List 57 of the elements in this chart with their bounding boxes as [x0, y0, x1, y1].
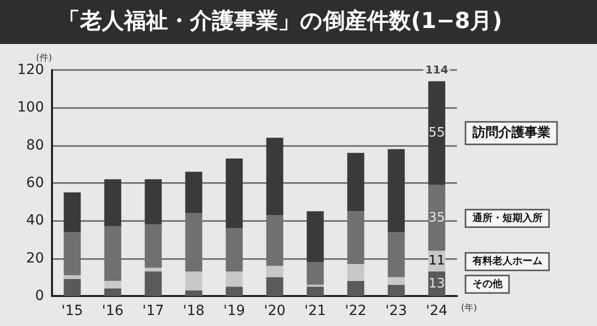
- data-label: 35: [428, 210, 446, 226]
- y-tick-label: 20: [26, 250, 44, 266]
- bar: [347, 264, 364, 281]
- bar: [428, 81, 446, 185]
- x-tick-label: '24: [426, 303, 448, 319]
- bar: [104, 179, 122, 226]
- bar: [266, 277, 284, 296]
- x-tick-label: '23: [385, 303, 408, 319]
- total-label: 114: [425, 63, 449, 76]
- y-tick-label: 40: [26, 212, 44, 229]
- bar: [306, 262, 324, 285]
- y-tick-label: 60: [26, 175, 44, 191]
- bar: [64, 275, 81, 280]
- bar: [306, 286, 324, 296]
- bar: [388, 277, 405, 285]
- y-tick-label: 0: [35, 288, 44, 304]
- chart-title: 「老人福祉・介護事業」の倒産件数(1−8月): [0, 0, 597, 44]
- bar: [266, 266, 284, 278]
- x-tick-label: '21: [304, 303, 326, 319]
- x-tick-label: '15: [61, 303, 84, 319]
- bar: [104, 280, 122, 288]
- bar: [226, 272, 243, 287]
- text: 通所・短期入所: [471, 212, 542, 224]
- y-tick-label: 120: [17, 62, 44, 78]
- bar: [347, 152, 364, 212]
- bar: [306, 211, 324, 262]
- x-axis-title: (年): [461, 302, 478, 314]
- x-tick-label: '18: [182, 303, 205, 319]
- bar: [64, 192, 81, 232]
- bar: [347, 280, 364, 296]
- data-label: 55: [428, 126, 446, 141]
- text: 訪問介護事業: [471, 124, 550, 141]
- bar: [226, 286, 243, 296]
- x-tick-label: '20: [264, 303, 286, 319]
- text: その他: [472, 278, 504, 290]
- y-tick-label: 100: [17, 100, 44, 116]
- bar: [185, 290, 202, 296]
- bar: [266, 138, 284, 216]
- bar: [388, 284, 405, 296]
- bar: [144, 179, 162, 224]
- x-tick-label: '17: [142, 303, 164, 319]
- bar: [144, 268, 162, 272]
- bar: [64, 279, 81, 296]
- data-label: 13: [428, 276, 446, 292]
- bar: [388, 149, 405, 232]
- bar: [185, 272, 202, 290]
- x-tick-label: '22: [344, 303, 367, 319]
- bar: [104, 288, 122, 296]
- data-label: 11: [428, 254, 446, 269]
- text: 有料老人ホーム: [471, 255, 542, 268]
- bar: [226, 158, 243, 228]
- x-tick-label: '16: [102, 303, 124, 319]
- y-tick-label: 80: [26, 137, 44, 154]
- bar: [144, 272, 162, 296]
- x-tick-label: '19: [223, 303, 246, 319]
- y-axis-title: (件): [36, 52, 52, 64]
- bar: [185, 172, 202, 214]
